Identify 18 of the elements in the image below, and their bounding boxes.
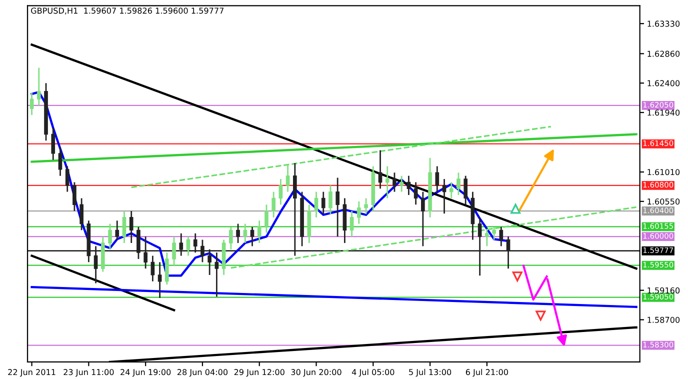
- x-tick-label: 29 Jun 12:00: [234, 369, 284, 377]
- chart-title: GBPUSD,H1 1.59607 1.59826 1.59600 1.59777: [31, 8, 224, 15]
- y-tick-label: 1.59160: [648, 287, 680, 294]
- y-tick-label: 1.62400: [648, 80, 680, 86]
- x-tick-label: 23 Jun 11:00: [64, 369, 114, 377]
- x-tick-label: 28 Jun 04:00: [177, 369, 228, 377]
- y-tick-label: 1.58700: [648, 316, 680, 323]
- x-tick-label: 6 Jul 21:00: [466, 368, 508, 377]
- y-tick-label: 1.61010: [648, 169, 680, 176]
- y-tick-label: 1.63330: [648, 20, 680, 27]
- x-tick-label: 5 Jul 13:00: [409, 368, 452, 377]
- y-tick-label: 1.60550: [648, 198, 680, 205]
- x-tick-label: 22 Jun 2011: [8, 369, 56, 377]
- x-tick-label: 4 Jul 05:00: [352, 368, 394, 377]
- y-tick-label: 1.61940: [648, 110, 680, 116]
- x-tick-label: 24 Jun 19:00: [120, 369, 171, 377]
- x-tick-label: 30 Jun 20:00: [291, 369, 342, 377]
- y-tick-label: 1.62860: [648, 50, 680, 57]
